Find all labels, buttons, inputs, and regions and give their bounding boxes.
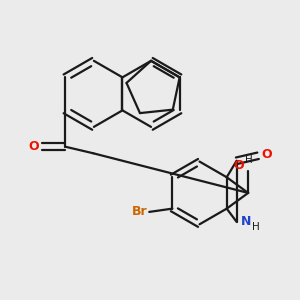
Text: O: O bbox=[234, 159, 244, 172]
Text: O: O bbox=[28, 140, 39, 153]
Text: O: O bbox=[261, 148, 272, 160]
Text: Br: Br bbox=[131, 206, 147, 218]
Text: N: N bbox=[241, 215, 251, 228]
Text: H: H bbox=[245, 155, 253, 165]
Text: H: H bbox=[252, 222, 260, 232]
